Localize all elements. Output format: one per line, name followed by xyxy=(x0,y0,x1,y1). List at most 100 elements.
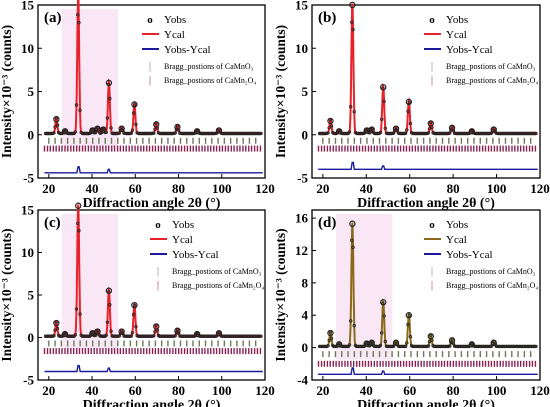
x-axis-label: Diffraction angle 2θ (°) xyxy=(83,398,221,407)
yobs-point xyxy=(105,320,110,324)
y-tick-label: -5 xyxy=(23,373,34,388)
legend-ycal: Ycal xyxy=(446,29,467,41)
yobs-peak-point xyxy=(105,79,113,87)
yobs-peak-point xyxy=(215,330,223,337)
legend: o Yobs Ycal Yobs-Ycal | Bragg_postions of CaM… xyxy=(424,14,538,86)
yobs-point xyxy=(382,314,386,318)
y-tick-label: -5 xyxy=(297,171,308,186)
yobs-peak-point xyxy=(153,121,160,128)
x-tick-label: 40 xyxy=(86,383,99,398)
yobs-point xyxy=(75,221,80,225)
legend-yobs: Yobs xyxy=(446,14,468,26)
x-tick-label: 20 xyxy=(42,181,55,196)
yobs-point xyxy=(326,344,330,348)
yobs-peak-point xyxy=(61,330,69,338)
yobs-point xyxy=(109,329,113,333)
yobs-point xyxy=(173,131,177,135)
plot-frame xyxy=(311,4,541,179)
yobs-point xyxy=(102,127,106,131)
yobs-point xyxy=(383,126,387,130)
yobs-point xyxy=(378,130,383,135)
y-tick-label: 5 xyxy=(28,84,35,99)
yobs-point xyxy=(327,338,331,343)
bragg-positions xyxy=(317,137,537,152)
yobs-peak-point xyxy=(94,125,101,132)
yobs-point xyxy=(327,126,331,130)
y-axis-label: Intensity×10⁻³ (counts) xyxy=(0,25,14,158)
x-tick-label: 20 xyxy=(42,383,55,398)
legend-marker-yobs: o xyxy=(147,14,153,26)
yobs-point xyxy=(427,340,432,344)
yobs-point xyxy=(259,334,263,338)
yobs-point xyxy=(131,312,136,317)
yobs-ycal-line xyxy=(317,367,538,375)
yobs-peak-point xyxy=(94,328,101,335)
yobs-peak-point xyxy=(468,341,476,348)
legend-ycal: Ycal xyxy=(172,234,193,246)
yobs-point xyxy=(403,131,408,135)
yobs-point xyxy=(349,319,353,323)
yobs-point xyxy=(257,334,262,338)
yobs-peak-point xyxy=(427,333,434,340)
yobs-point xyxy=(91,331,95,335)
yobs-point xyxy=(152,131,156,135)
yobs-peak-point xyxy=(392,339,400,346)
yobs-point xyxy=(329,124,334,128)
yobs-point xyxy=(257,131,262,136)
yobs-point xyxy=(108,96,112,101)
x-axis-label: Diffraction angle 2θ (°) xyxy=(357,398,495,407)
highlight-band xyxy=(61,214,118,350)
legend-marker-yobs: o xyxy=(429,14,435,26)
yobs-peak-point xyxy=(448,337,456,344)
yobs-point xyxy=(534,131,538,136)
bragg-positions xyxy=(43,137,262,152)
yobs-points xyxy=(43,202,263,338)
yobs-peak-point xyxy=(53,115,60,123)
yobs-peak-point xyxy=(349,220,356,227)
y-tick-label: 12 xyxy=(295,243,308,258)
yobs-peak-point xyxy=(468,128,476,135)
y-axis-label: Intensity×10⁻³ (counts) xyxy=(0,228,14,361)
x-tick-label: 100 xyxy=(212,383,232,398)
yobs-point xyxy=(349,104,353,109)
yobs-point xyxy=(108,303,112,307)
yobs-peak-point xyxy=(368,339,375,346)
yobs-peak-point xyxy=(153,323,160,330)
x-tick-label: 80 xyxy=(172,181,185,196)
panel-label: (d) xyxy=(318,215,336,231)
legend-bragg-1: Bragg_postions of CaMnO₃ xyxy=(172,267,262,276)
legend-ycal: Ycal xyxy=(446,234,467,246)
yobs-point xyxy=(55,123,60,127)
yobs-point xyxy=(426,344,430,348)
legend-yobs: Yobs xyxy=(172,219,194,231)
yobs-point xyxy=(78,108,82,112)
yobs-point xyxy=(407,314,411,318)
y-tick-label: 10 xyxy=(295,41,308,56)
yobs-peak-point xyxy=(490,126,497,133)
x-tick-label: 100 xyxy=(487,383,507,398)
y-tick-label: 0 xyxy=(28,127,35,142)
x-tick-label: 80 xyxy=(447,181,460,196)
yobs-peak-point xyxy=(327,329,334,337)
yobs-point xyxy=(408,335,413,339)
legend-marker-bragg-1: | xyxy=(431,61,433,72)
yobs-point xyxy=(405,341,409,345)
yobs-point xyxy=(77,228,81,233)
yobs-point xyxy=(345,344,349,349)
legend-marker-bragg-2: | xyxy=(157,280,159,291)
yobs-peak-point xyxy=(118,328,125,335)
yobs-point xyxy=(350,238,354,242)
yobs-point xyxy=(74,103,79,107)
x-tick-label: 60 xyxy=(129,383,142,398)
yobs-peak-point xyxy=(335,341,343,348)
yobs-point xyxy=(351,245,355,249)
bragg-positions xyxy=(317,351,537,367)
y-tick-label: -4 xyxy=(297,373,308,388)
yobs-peak-point xyxy=(193,330,201,338)
yobs-point xyxy=(352,323,356,328)
yobs-peak-point xyxy=(392,125,400,132)
legend-bragg-1: Bragg_postions of CaMnO₃ xyxy=(446,267,536,276)
yobs-point xyxy=(109,126,113,130)
y-tick-label: 10 xyxy=(21,245,34,260)
